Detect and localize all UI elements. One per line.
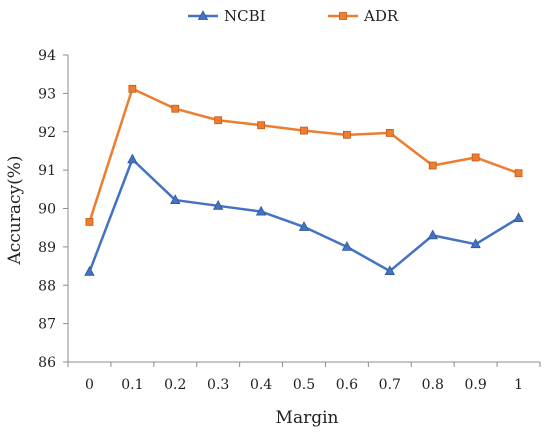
x-tick-label: 0.9 [465,377,487,393]
y-tick-label: 92 [38,125,56,141]
series-layer [84,84,524,276]
series-line-adr [88,87,519,223]
data-point-ncbi [384,265,395,275]
data-point-adr [385,129,394,137]
x-axis-title: Margin [276,408,339,428]
data-point-adr [471,153,480,162]
legend-item-adr: ADR [328,7,399,25]
data-point-adr [85,218,94,226]
x-tick-label: 0.5 [293,377,315,393]
data-point-ncbi [341,241,353,251]
data-point-ncbi [127,153,138,164]
x-tick-label: 0.1 [121,377,143,393]
x-tick-label: 0 [85,377,94,393]
data-point-ncbi [470,238,481,249]
x-tick-label: 1 [514,377,523,393]
data-point-adr [300,126,308,135]
y-axis: 86 87 88 89 90 91 92 93 94 [38,48,69,371]
x-tick-label: 0.7 [379,377,401,393]
data-point-ncbi [170,194,181,204]
legend-marker-adr [339,12,347,20]
x-tick-label: 0.3 [207,377,229,393]
legend: NCBI ADR [188,7,399,25]
data-point-adr [257,121,265,130]
series-adr [85,84,523,226]
y-tick-label: 94 [38,48,56,64]
data-point-ncbi [427,229,438,240]
data-point-adr [514,169,523,178]
series-line-ncbi [88,158,520,273]
data-point-ncbi [213,199,224,210]
y-tick-label: 87 [38,317,56,333]
legend-marker-ncbi [197,10,209,20]
data-point-ncbi [84,265,95,276]
data-point-ncbi [255,205,267,216]
y-tick-label: 90 [38,202,56,218]
y-tick-label: 93 [38,86,56,102]
data-point-adr [428,161,437,170]
x-tick-label: 0.2 [164,377,186,393]
y-tick-label: 89 [38,240,56,256]
data-point-adr [128,84,137,93]
legend-label-ncbi: NCBI [224,7,266,25]
x-axis: 0 0.1 0.2 0.3 0.4 0.5 0.6 0.7 0.8 0.9 1 [67,361,541,393]
x-tick-label: 0.4 [250,377,272,393]
y-tick-label: 88 [38,278,56,294]
legend-label-adr: ADR [363,7,399,25]
data-point-ncbi [513,212,524,222]
y-axis-title: Accuracy(%) [5,155,25,265]
data-point-adr [214,116,223,125]
data-point-adr [343,130,351,139]
y-tick-label: 91 [38,163,56,179]
legend-item-ncbi: NCBI [188,7,266,25]
series-ncbi [84,153,524,276]
y-tick-label: 86 [38,355,56,371]
data-point-adr [171,104,180,113]
x-tick-label: 0.8 [422,377,444,393]
data-point-ncbi [298,221,310,231]
x-tick-label: 0.6 [336,377,358,393]
